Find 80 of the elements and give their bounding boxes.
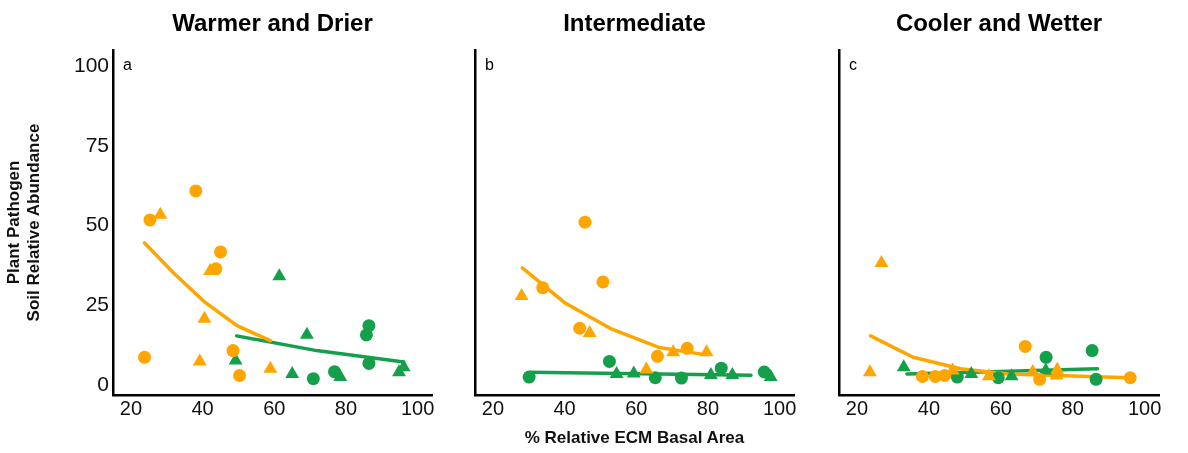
x-tick-label: 20 xyxy=(845,396,869,419)
x-tick-label: 100 xyxy=(762,396,797,419)
x-tick-label: 20 xyxy=(481,396,505,419)
point xyxy=(626,365,641,378)
point xyxy=(359,328,373,342)
point xyxy=(143,213,157,227)
point xyxy=(573,321,587,335)
point xyxy=(362,356,376,370)
point xyxy=(896,359,911,372)
x-tick-label: 60 xyxy=(625,396,648,419)
x-tick-label: 80 xyxy=(1061,396,1084,419)
point xyxy=(602,354,616,368)
point xyxy=(226,344,240,358)
x-tick-label: 60 xyxy=(263,396,286,419)
x-tick-label: 40 xyxy=(917,396,941,419)
annotation: b xyxy=(485,56,494,74)
point xyxy=(192,353,207,366)
y-tick-label: 100 xyxy=(73,52,109,76)
point xyxy=(648,371,662,385)
point xyxy=(285,365,300,378)
chart-title: Intermediate xyxy=(563,8,706,36)
point xyxy=(680,341,694,355)
point xyxy=(862,364,877,377)
point xyxy=(582,325,597,338)
y-tick-label: 50 xyxy=(85,212,109,236)
x-tick-label: 20 xyxy=(119,396,143,419)
x-axis-title: % Relative ECM Basal Area xyxy=(524,428,745,448)
point xyxy=(1123,371,1137,385)
annotation: c xyxy=(849,56,857,74)
point xyxy=(938,369,952,383)
point xyxy=(1004,368,1019,381)
point xyxy=(639,361,654,374)
chart-title: Warmer and Drier xyxy=(172,8,373,36)
chart-title: Cooler and Wetter xyxy=(895,8,1103,36)
point xyxy=(1018,339,1032,353)
point xyxy=(596,275,610,289)
point xyxy=(650,349,664,363)
point xyxy=(214,245,228,259)
y-tick-label: 75 xyxy=(85,132,109,156)
point xyxy=(299,326,314,339)
x-tick-label: 80 xyxy=(696,396,720,419)
point xyxy=(982,368,996,381)
point xyxy=(757,365,771,379)
y-tick-label: 0 xyxy=(97,372,109,396)
point xyxy=(522,370,536,384)
y-tick-label: 25 xyxy=(85,292,109,316)
x-tick-label: 40 xyxy=(553,396,576,419)
point xyxy=(725,366,740,379)
point xyxy=(233,369,247,383)
x-tick-label: 80 xyxy=(334,396,358,419)
point xyxy=(138,350,152,364)
point xyxy=(578,215,592,229)
x-tick-label: 40 xyxy=(191,396,214,419)
point xyxy=(699,344,714,357)
x-tick-label: 100 xyxy=(400,396,435,419)
point xyxy=(197,310,212,323)
point xyxy=(964,365,979,378)
y-axis-title: Plant Pathogen Soil Relative Abundance xyxy=(3,123,44,322)
point xyxy=(703,366,718,379)
point xyxy=(306,372,320,386)
point xyxy=(1039,350,1053,364)
point xyxy=(189,184,203,198)
point xyxy=(674,371,688,385)
point xyxy=(991,371,1005,385)
point xyxy=(1089,372,1103,386)
x-tick-label: 100 xyxy=(1127,396,1162,419)
point xyxy=(263,360,278,373)
point xyxy=(609,365,624,378)
point xyxy=(272,268,287,281)
point xyxy=(666,344,681,357)
point xyxy=(714,361,728,375)
point xyxy=(1085,344,1099,358)
point xyxy=(209,262,223,276)
point xyxy=(874,255,889,268)
point xyxy=(536,281,550,295)
x-tick-label: 60 xyxy=(989,396,1012,419)
annotation: a xyxy=(123,56,132,74)
point xyxy=(328,365,342,379)
point xyxy=(1033,372,1047,386)
point xyxy=(915,369,929,383)
